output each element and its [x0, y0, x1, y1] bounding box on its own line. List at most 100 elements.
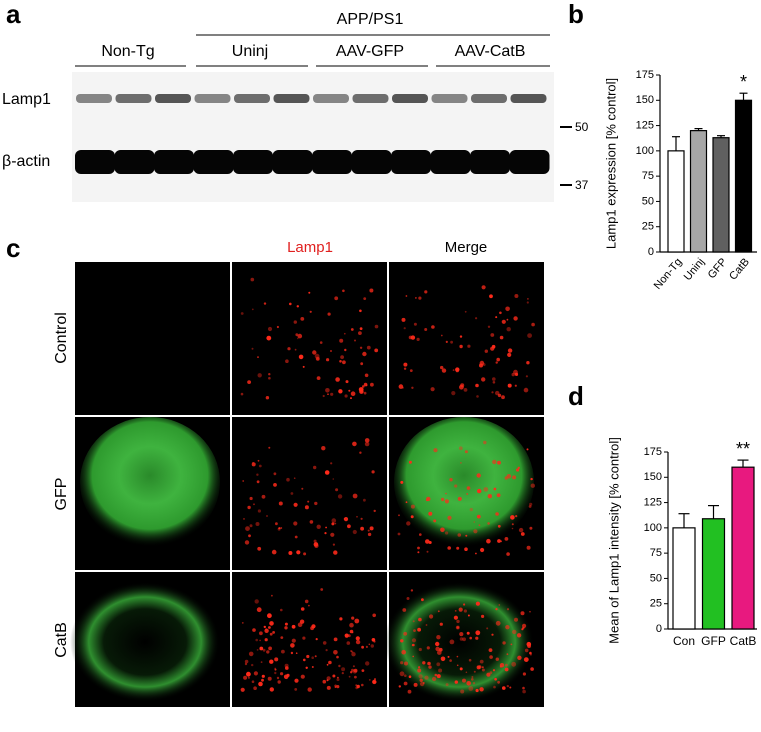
- puncta: [475, 636, 479, 640]
- puncta: [283, 674, 289, 680]
- row-label: Lamp1: [2, 91, 51, 108]
- puncta: [324, 532, 327, 535]
- puncta: [445, 492, 447, 495]
- puncta: [473, 521, 476, 523]
- puncta: [413, 322, 417, 326]
- puncta: [344, 633, 349, 638]
- puncta: [335, 488, 339, 492]
- puncta: [370, 382, 374, 387]
- puncta: [293, 521, 298, 526]
- puncta: [495, 512, 499, 516]
- puncta: [500, 540, 502, 543]
- puncta: [399, 671, 405, 677]
- puncta: [368, 643, 371, 646]
- puncta: [398, 685, 401, 688]
- puncta: [459, 344, 463, 349]
- puncta: [364, 441, 370, 447]
- puncta: [354, 339, 356, 342]
- actin-band: [193, 150, 234, 174]
- puncta: [257, 373, 262, 378]
- puncta: [412, 643, 415, 647]
- puncta: [526, 301, 529, 304]
- significance: *: [740, 72, 747, 92]
- puncta: [527, 298, 529, 300]
- puncta: [526, 545, 531, 550]
- puncta: [415, 297, 417, 299]
- puncta: [481, 377, 486, 382]
- puncta: [352, 529, 357, 535]
- puncta: [403, 362, 408, 367]
- puncta: [348, 675, 351, 678]
- puncta: [338, 664, 341, 668]
- puncta: [426, 550, 429, 553]
- puncta: [398, 384, 404, 389]
- puncta: [529, 610, 531, 613]
- puncta: [255, 522, 260, 526]
- puncta: [334, 522, 337, 525]
- puncta: [510, 643, 513, 646]
- puncta: [248, 651, 254, 657]
- group-label: AAV-GFP: [336, 43, 404, 60]
- puncta: [256, 473, 259, 476]
- puncta: [344, 394, 348, 398]
- row-label: Control: [53, 312, 70, 364]
- puncta: [356, 684, 360, 689]
- puncta: [322, 394, 325, 398]
- lamp1-band: [76, 94, 112, 103]
- puncta: [373, 509, 376, 513]
- puncta: [493, 685, 496, 689]
- puncta: [520, 611, 525, 616]
- puncta: [368, 679, 371, 681]
- puncta: [418, 617, 422, 622]
- puncta: [456, 664, 459, 667]
- puncta: [449, 478, 453, 482]
- puncta: [263, 302, 267, 305]
- puncta: [507, 352, 512, 357]
- puncta: [526, 448, 529, 451]
- puncta: [271, 594, 273, 597]
- gfp-cell: [80, 417, 220, 547]
- puncta: [410, 504, 415, 509]
- puncta: [262, 648, 266, 652]
- puncta: [252, 462, 254, 464]
- puncta: [493, 487, 497, 491]
- puncta: [358, 387, 364, 392]
- puncta: [263, 625, 266, 629]
- puncta: [354, 675, 357, 679]
- puncta: [265, 396, 270, 400]
- puncta: [352, 441, 357, 447]
- puncta: [325, 388, 330, 393]
- puncta: [458, 446, 463, 451]
- puncta: [462, 678, 466, 683]
- puncta: [330, 462, 333, 465]
- puncta: [509, 686, 512, 689]
- bar: [667, 150, 685, 253]
- puncta: [434, 673, 438, 677]
- puncta: [466, 631, 470, 635]
- puncta: [522, 686, 525, 690]
- puncta: [515, 515, 518, 518]
- puncta: [495, 657, 499, 661]
- lamp1-band: [194, 94, 231, 103]
- puncta: [284, 663, 289, 668]
- marker-label: 50: [575, 120, 589, 134]
- puncta: [505, 625, 510, 630]
- puncta: [529, 526, 533, 530]
- puncta: [284, 622, 288, 626]
- puncta: [484, 349, 488, 353]
- lamp1-band: [313, 94, 349, 103]
- puncta: [475, 317, 478, 320]
- puncta: [471, 676, 474, 678]
- puncta: [348, 389, 351, 392]
- puncta: [374, 324, 379, 329]
- puncta: [313, 465, 317, 470]
- panel-label: b: [568, 0, 584, 29]
- puncta: [332, 543, 335, 546]
- puncta: [361, 645, 364, 649]
- puncta: [495, 608, 498, 611]
- image-panel: [232, 262, 387, 415]
- bar: [689, 130, 708, 253]
- puncta: [350, 328, 354, 331]
- puncta: [294, 535, 298, 539]
- puncta: [276, 325, 279, 329]
